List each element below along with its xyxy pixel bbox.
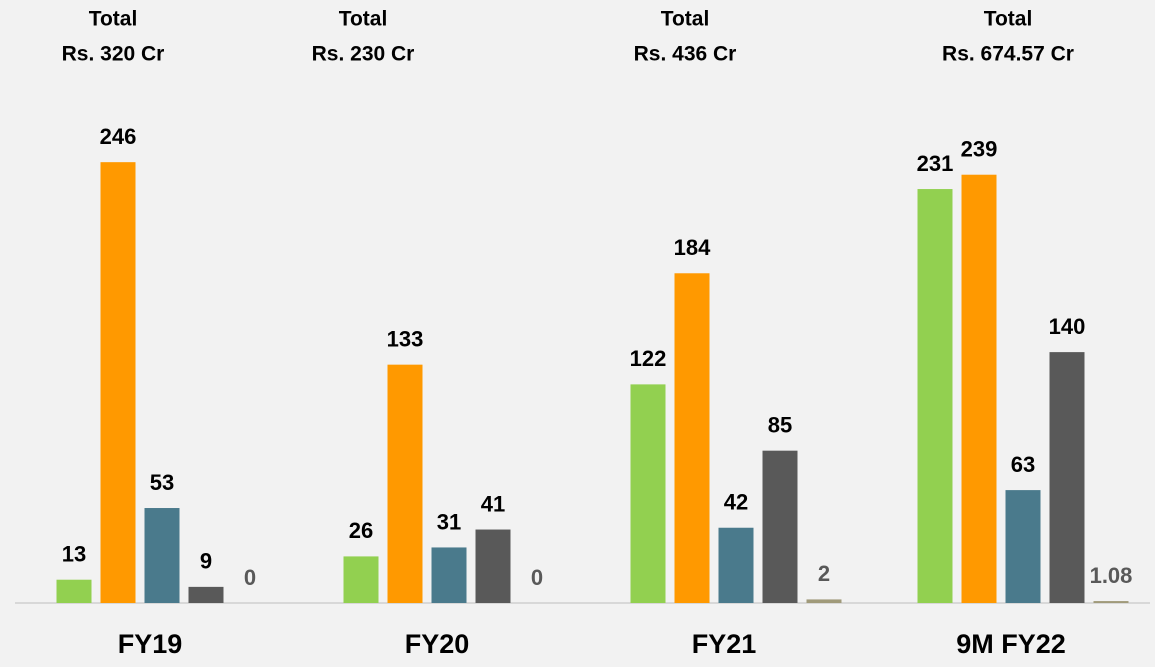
total-annotation: Rs. 320 Cr	[62, 43, 165, 66]
data-label: 1.08	[1090, 563, 1133, 588]
data-label: 133	[387, 326, 424, 351]
bar	[1005, 490, 1041, 603]
x-tick-label: FY21	[692, 629, 757, 659]
data-label: 85	[768, 412, 792, 437]
bar	[718, 527, 754, 603]
total-annotation: Total	[89, 8, 138, 31]
bar	[431, 547, 467, 603]
total-annotation: Rs. 674.57 Cr	[942, 43, 1074, 66]
data-label: 246	[100, 124, 137, 149]
bar	[961, 174, 997, 603]
bar	[1049, 352, 1085, 603]
data-label: 63	[1011, 452, 1035, 477]
total-annotation: Total	[661, 8, 710, 31]
bar	[475, 529, 511, 603]
data-label: 184	[674, 235, 711, 260]
bar	[630, 384, 666, 603]
data-label: 41	[481, 491, 505, 516]
data-label: 0	[531, 565, 543, 590]
data-label: 239	[961, 137, 998, 162]
data-label: 231	[917, 151, 954, 176]
bar	[144, 508, 180, 603]
data-label: 0	[244, 565, 256, 590]
bar	[806, 599, 842, 603]
bar	[917, 189, 953, 603]
bar	[674, 273, 710, 603]
data-label: 53	[150, 470, 174, 495]
data-label: 13	[62, 542, 86, 567]
data-label: 42	[724, 490, 748, 515]
data-label: 2	[818, 561, 830, 586]
bar	[343, 556, 379, 603]
x-tick-label: FY20	[405, 629, 470, 659]
total-annotation: Total	[339, 8, 388, 31]
total-annotation: Rs. 436 Cr	[634, 43, 737, 66]
bar	[762, 450, 798, 603]
bar	[188, 586, 224, 603]
data-label: 31	[437, 509, 461, 534]
x-tick-label: 9M FY22	[956, 629, 1066, 659]
data-label: 140	[1049, 314, 1086, 339]
bar	[387, 364, 423, 603]
total-annotation: Total	[984, 8, 1033, 31]
data-label: 26	[349, 518, 373, 543]
total-annotation: Rs. 230 Cr	[312, 43, 415, 66]
bar	[56, 579, 92, 603]
data-label: 122	[630, 346, 667, 371]
bar	[100, 162, 136, 603]
data-label: 9	[200, 549, 212, 574]
bar	[1093, 601, 1129, 603]
x-tick-label: FY19	[118, 629, 183, 659]
